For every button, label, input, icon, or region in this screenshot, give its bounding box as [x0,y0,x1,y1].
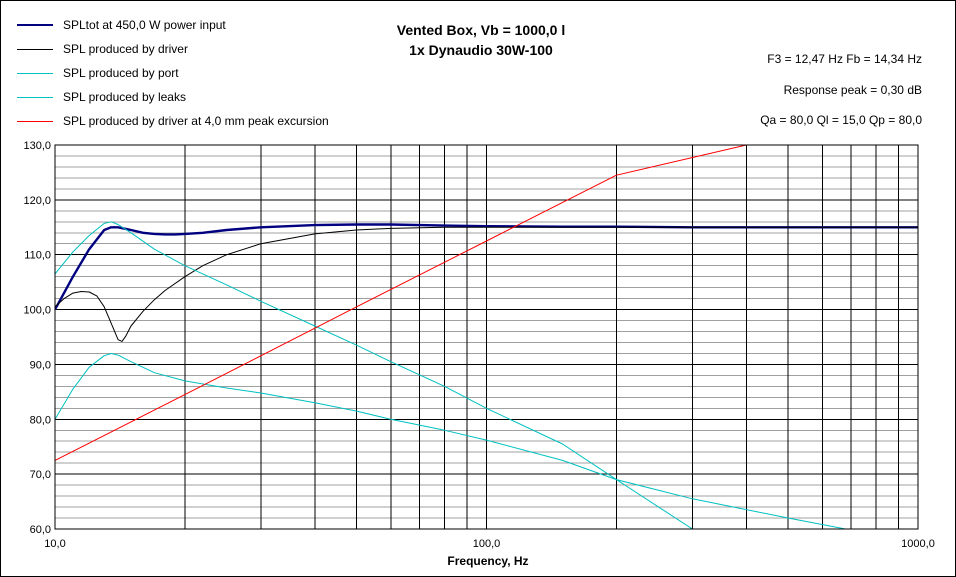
legend-item: SPL produced by driver [17,40,188,58]
x-tick-label: 1000,0 [901,538,935,550]
y-tick-label: 70,0 [30,469,51,481]
legend-swatch [17,24,53,26]
annotation-response-peak: Response peak = 0,30 dB [783,83,922,97]
grid [55,145,918,529]
y-tick-label: 130,0 [23,140,51,152]
legend-item: SPL produced by port [17,64,179,82]
legend-item: SPL produced by driver at 4,0 mm peak ex… [17,112,329,130]
legend-swatch [17,96,53,98]
y-tick-label: 80,0 [30,414,51,426]
chart-title: Vented Box, Vb = 1000,0 l [396,22,566,38]
legend-label: SPL produced by driver at 4,0 mm peak ex… [63,114,329,128]
x-axis-label: Frequency, Hz [447,554,528,568]
x-tick-label: 10,0 [44,538,65,550]
legend-swatch [17,48,53,50]
legend-item: SPLtot at 450,0 W power input [17,16,226,34]
y-tick-label: 90,0 [30,359,51,371]
x-tick-label: 100,0 [473,538,501,550]
series-line-4 [55,145,747,461]
annotation-q-values: Qa = 80,0 Ql = 15,0 Qp = 80,0 [760,113,922,127]
legend-label: SPL produced by leaks [63,90,186,104]
series-line-0 [55,223,918,311]
series-line-3 [55,353,849,529]
legend-item: SPL produced by leaks [17,88,186,106]
y-tick-label: 60,0 [30,524,51,536]
y-tick-label: 120,0 [23,195,51,207]
legend-swatch [17,120,53,122]
plot-frame [54,144,919,530]
annotation-f3-fb: F3 = 12,47 Hz Fb = 14,34 Hz [767,52,922,66]
series-lines [55,145,918,529]
legend-label: SPL produced by port [63,66,179,80]
legend-label: SPLtot at 450,0 W power input [63,18,226,32]
y-tick-label: 110,0 [24,250,51,262]
legend-swatch [17,72,53,74]
series-line-1 [55,226,918,342]
y-tick-label: 100,0 [23,305,51,317]
series-line-2 [55,221,693,529]
chart-subtitle: 1x Dynaudio 30W-100 [409,42,553,58]
tick-labels: 60,0 70,0 80,0 90,0 100,0 110,0 120,0 130,0 10,0… [23,140,934,550]
legend-label: SPL produced by driver [63,42,188,56]
